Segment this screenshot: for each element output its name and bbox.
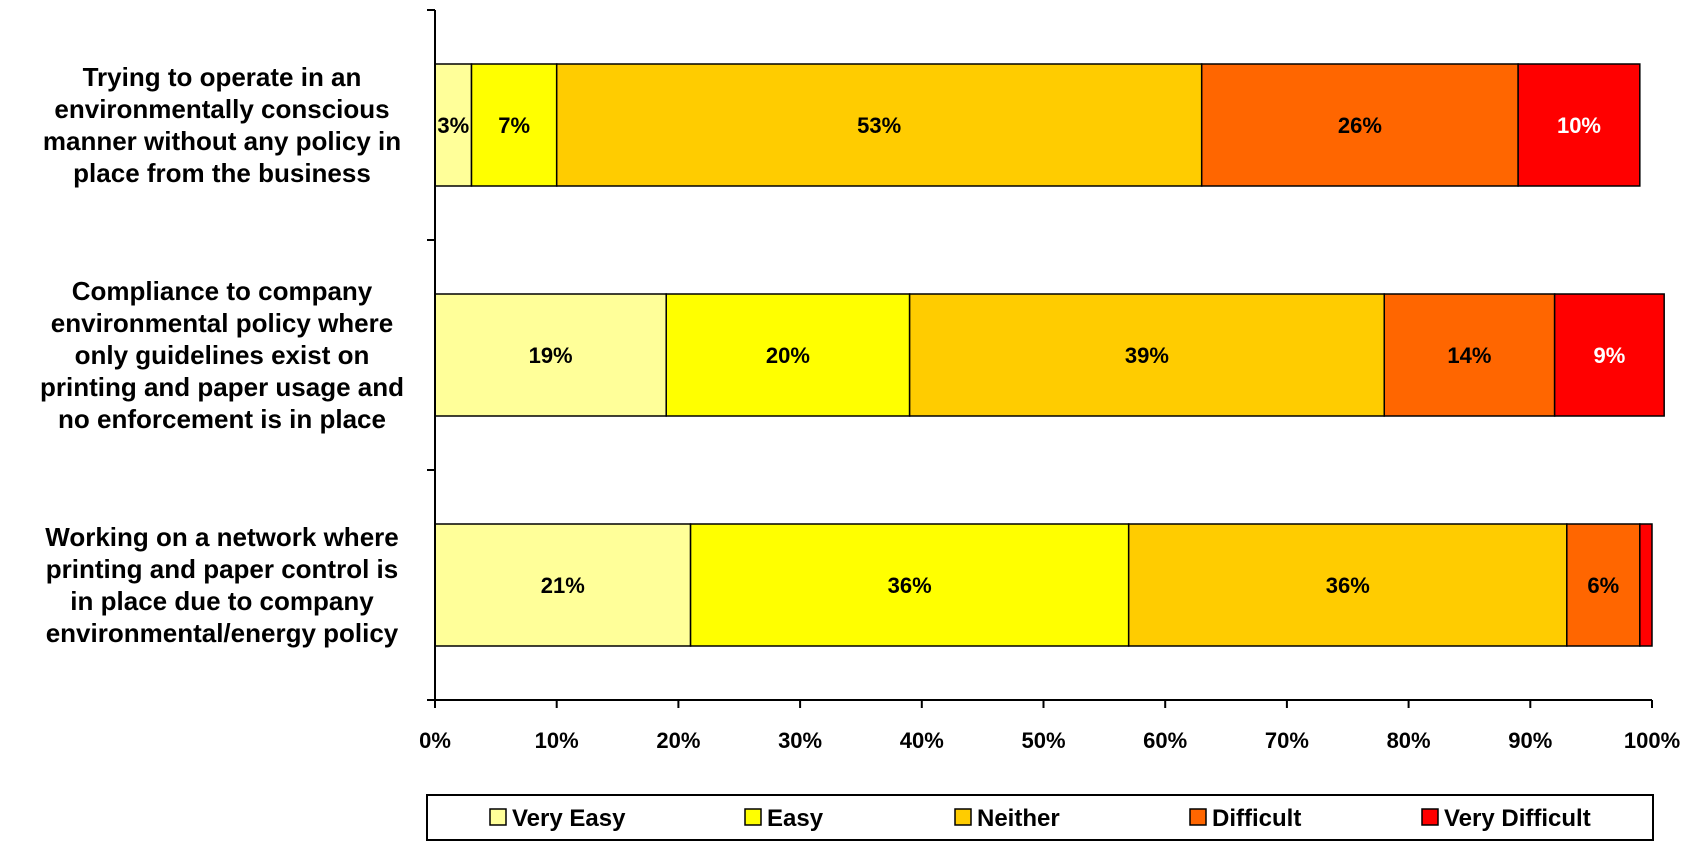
data-label: 53% (857, 113, 901, 138)
data-label: 36% (888, 573, 932, 598)
data-label: 26% (1338, 113, 1382, 138)
x-tick-label: 90% (1508, 728, 1552, 753)
category-label: no enforcement is in place (58, 404, 386, 434)
bar-segment (434, 293, 667, 417)
legend-label: Difficult (1212, 805, 1301, 832)
bar-segment (1553, 293, 1665, 417)
category-label: environmental policy where (51, 308, 393, 338)
bar-segment (1517, 63, 1641, 187)
legend-swatch (1189, 808, 1207, 826)
bar-segment (908, 293, 1386, 417)
legend: Very Easy Easy Neither Difficult Very Diffic… (426, 794, 1654, 841)
data-label: 20% (766, 343, 810, 368)
category-label: environmentally conscious (54, 94, 389, 124)
category-label: printing and paper control is (46, 554, 398, 584)
axes-layer: 0% 10% 20% 30% 40% 50% 60% 70% 80% 90% 100% (419, 9, 1680, 753)
category-label: in place due to company (70, 586, 374, 616)
category-label: Trying to operate in an (83, 62, 362, 92)
bar-segment (1127, 523, 1568, 647)
legend-swatch (1421, 808, 1439, 826)
category-label: only guidelines exist on (75, 340, 370, 370)
legend-label: Easy (767, 805, 824, 832)
data-label: 19% (529, 343, 573, 368)
legend-label: Very Easy (512, 805, 626, 832)
x-tick-label: 30% (778, 728, 822, 753)
data-label: 7% (498, 113, 530, 138)
x-tick-label: 80% (1387, 728, 1431, 753)
data-label: 36% (1326, 573, 1370, 598)
x-tick-label: 50% (1021, 728, 1065, 753)
category-label: printing and paper usage and (40, 372, 404, 402)
data-label: 6% (1587, 573, 1619, 598)
x-tick-label: 0% (419, 728, 451, 753)
legend-label: Very Difficult (1444, 805, 1591, 832)
bar-segment (555, 63, 1203, 187)
x-tick-label: 10% (535, 728, 579, 753)
bar-segment (665, 293, 911, 417)
data-label: 3% (437, 113, 469, 138)
x-tick-label: 40% (900, 728, 944, 753)
category-label: environmental/energy policy (46, 618, 399, 648)
category-label: place from the business (73, 158, 371, 188)
bars-layer (434, 63, 1665, 647)
legend-label: Neither (977, 805, 1060, 832)
x-tick-label: 60% (1143, 728, 1187, 753)
legend-swatch (744, 808, 762, 826)
data-label: 10% (1557, 113, 1601, 138)
category-label: manner without any policy in (43, 126, 401, 156)
bar-segment (1639, 523, 1653, 647)
bar-segment (470, 63, 558, 187)
x-tick-label: 100% (1624, 728, 1680, 753)
legend-swatch (954, 808, 972, 826)
legend-box (426, 794, 1654, 841)
data-label: 14% (1447, 343, 1491, 368)
data-labels-layer: 3% 7% 53% 26% 10% 19% 20% 39% 14% 9% 21% 36% 36% 6% (437, 113, 1625, 598)
category-label: Compliance to company (72, 276, 373, 306)
bar-segment (1383, 293, 1556, 417)
data-label: 21% (541, 573, 585, 598)
bar-segment (689, 523, 1130, 647)
data-label: 9% (1594, 343, 1626, 368)
legend-swatch (489, 808, 507, 826)
data-label: 39% (1125, 343, 1169, 368)
bar-segment (1566, 523, 1641, 647)
bar-segment (1200, 63, 1519, 187)
x-tick-label: 20% (656, 728, 700, 753)
x-tick-label: 70% (1265, 728, 1309, 753)
category-label: Working on a network where (45, 522, 398, 552)
